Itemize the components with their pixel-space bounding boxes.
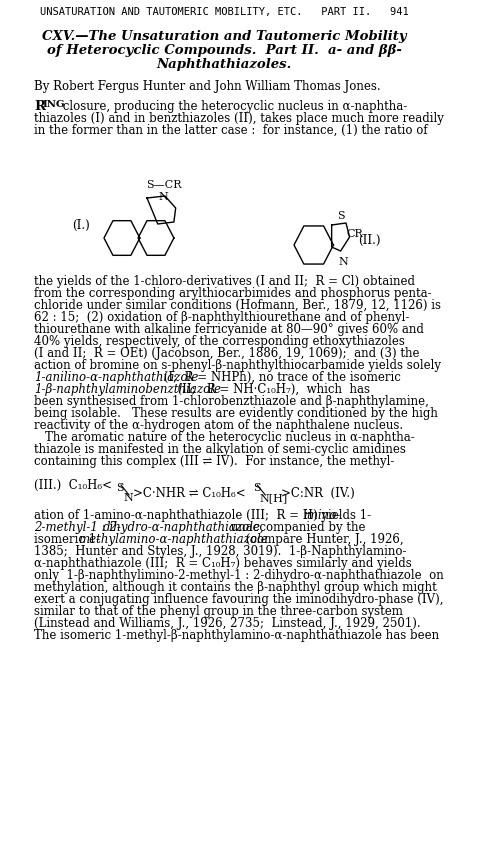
Text: (III.)  C₁₀H₆<: (III.) C₁₀H₆< xyxy=(34,479,112,492)
Text: By Robert Fergus Hunter and John William Thomas Jones.: By Robert Fergus Hunter and John William… xyxy=(34,80,381,93)
Text: CR: CR xyxy=(346,229,362,239)
Text: 1385;  Hunter and Styles, J., 1928, 3019).  1-β-Naphthylamino-: 1385; Hunter and Styles, J., 1928, 3019)… xyxy=(34,545,406,558)
Text: isomeric 1-: isomeric 1- xyxy=(34,533,100,546)
Text: the yields of the 1-chloro-derivatives (I and II;  R = Cl) obtained: the yields of the 1-chloro-derivatives (… xyxy=(34,275,415,288)
Text: S: S xyxy=(116,483,124,493)
Text: ING: ING xyxy=(42,100,64,109)
Text: in the former than in the latter case :  for instance, (1) the ratio of: in the former than in the latter case : … xyxy=(34,124,427,137)
Text: ation of 1-amino-α-naphthathiazole (III;  R = H) yields 1-: ation of 1-amino-α-naphthathiazole (III;… xyxy=(34,509,371,522)
Text: (Linstead and Williams, J., 1926, 2735;  Linstead, J., 1929, 2501).: (Linstead and Williams, J., 1926, 2735; … xyxy=(34,617,420,630)
Text: S—CR: S—CR xyxy=(146,180,182,190)
Text: >C:NR  (IV.): >C:NR (IV.) xyxy=(282,487,355,500)
Text: N: N xyxy=(339,257,348,267)
Text: (compare Hunter, J., 1926,: (compare Hunter, J., 1926, xyxy=(242,533,404,546)
Text: 1-β-naphthylaminobenzthiazole: 1-β-naphthylaminobenzthiazole xyxy=(34,383,221,396)
Text: Naphthathiazoles.: Naphthathiazoles. xyxy=(156,58,292,71)
Text: S: S xyxy=(337,211,344,221)
Text: action of bromine on s-phenyl-β-naphthylthiocarbamide yields solely: action of bromine on s-phenyl-β-naphthyl… xyxy=(34,359,441,372)
Text: methylation, although it contains the β-naphthyl group which might: methylation, although it contains the β-… xyxy=(34,581,437,594)
Text: S: S xyxy=(253,483,260,493)
Text: R: R xyxy=(34,100,45,113)
Text: chloride under similar conditions (Hofmann, Ber., 1879, 12, 1126) is: chloride under similar conditions (Hofma… xyxy=(34,299,441,312)
Text: (I and II;  R = OEt) (Jacobson, Ber., 1886, 19, 1069);  and (3) the: (I and II; R = OEt) (Jacobson, Ber., 188… xyxy=(34,347,419,360)
Text: reactivity of the α-hydrogen atom of the naphthalene nucleus.: reactivity of the α-hydrogen atom of the… xyxy=(34,419,403,432)
Text: thiourethane with alkaline ferricyanide at 80—90° gives 60% and: thiourethane with alkaline ferricyanide … xyxy=(34,323,424,336)
Text: CXV.—The Unsaturation and Tautomeric Mobility: CXV.—The Unsaturation and Tautomeric Mob… xyxy=(42,30,406,43)
Text: N: N xyxy=(158,192,168,202)
Text: thiazole is manifested in the alkylation of semi-cyclic amidines: thiazole is manifested in the alkylation… xyxy=(34,443,406,456)
Text: closure, producing the heterocyclic nucleus in α-naphtha-: closure, producing the heterocyclic nucl… xyxy=(59,100,408,113)
Text: The aromatic nature of the heterocyclic nucleus in α-naphtha-: The aromatic nature of the heterocyclic … xyxy=(45,431,414,444)
Text: N: N xyxy=(124,493,134,503)
Text: similar to that of the phenyl group in the three-carbon system: similar to that of the phenyl group in t… xyxy=(34,605,403,618)
Text: from the corresponding arylthiocarbimides and phosphorus penta-: from the corresponding arylthiocarbimide… xyxy=(34,287,431,300)
Text: been synthesised from 1-chlorobenzthiazole and β-naphthylamine,: been synthesised from 1-chlorobenzthiazo… xyxy=(34,395,429,408)
Text: The isomeric 1-methyl-β-naphthylamino-α-naphthathiazole has been: The isomeric 1-methyl-β-naphthylamino-α-… xyxy=(34,629,439,642)
Text: 2-methyl-1 : 2-: 2-methyl-1 : 2- xyxy=(34,521,121,534)
Text: unaccompanied by the: unaccompanied by the xyxy=(227,521,366,534)
Text: imino-: imino- xyxy=(304,509,341,522)
Text: exert a conjugating influence favouring the iminodihydro-phase (IV),: exert a conjugating influence favouring … xyxy=(34,593,444,606)
Text: thiazoles (I) and in benzthiazoles (II), takes place much more readily: thiazoles (I) and in benzthiazoles (II),… xyxy=(34,112,444,125)
Text: containing this complex (III ⇌ IV).  For instance, the methyl-: containing this complex (III ⇌ IV). For … xyxy=(34,455,395,468)
Text: >C·NHR ⇌ C₁₀H₆<: >C·NHR ⇌ C₁₀H₆< xyxy=(132,487,246,500)
Text: methylamino-α-naphthathiazole: methylamino-α-naphthathiazole xyxy=(78,533,268,546)
Text: N[H]: N[H] xyxy=(260,493,288,503)
Text: UNSATURATION AND TAUTOMERIC MOBILITY, ETC.   PART II.   941: UNSATURATION AND TAUTOMERIC MOBILITY, ET… xyxy=(40,7,408,17)
Text: 1-anilino-α-naphthathiazole: 1-anilino-α-naphthathiazole xyxy=(34,371,198,384)
Text: only  1-β-naphthylimino-2-methyl-1 : 2-dihydro-α-naphthathiazole  on: only 1-β-naphthylimino-2-methyl-1 : 2-di… xyxy=(34,569,444,582)
Text: (I.): (I.) xyxy=(72,218,90,231)
Text: (II;   R = NH·C₁₀H₇),  which  has: (II; R = NH·C₁₀H₇), which has xyxy=(170,383,370,396)
Text: 40% yields, respectively, of the corresponding ethoxythiazoles: 40% yields, respectively, of the corresp… xyxy=(34,335,405,348)
Text: being isolable.   These results are evidently conditioned by the high: being isolable. These results are eviden… xyxy=(34,407,438,420)
Text: 62 : 15;  (2) oxidation of β-naphthylthiourethane and of phenyl-: 62 : 15; (2) oxidation of β-naphthylthio… xyxy=(34,311,409,324)
Text: α-naphthathiazole (III;  R = C₁₀H₇) behaves similarly and yields: α-naphthathiazole (III; R = C₁₀H₇) behav… xyxy=(34,557,412,570)
Text: of Heterocyclic Compounds.  Part II.  a- and ββ-: of Heterocyclic Compounds. Part II. a- a… xyxy=(46,44,402,57)
Text: dihydro-α-naphthathiazole,: dihydro-α-naphthathiazole, xyxy=(103,521,265,534)
Text: (I;  R = NHPh), no trace of the isomeric: (I; R = NHPh), no trace of the isomeric xyxy=(160,371,400,384)
Text: (II.): (II.) xyxy=(358,234,381,246)
